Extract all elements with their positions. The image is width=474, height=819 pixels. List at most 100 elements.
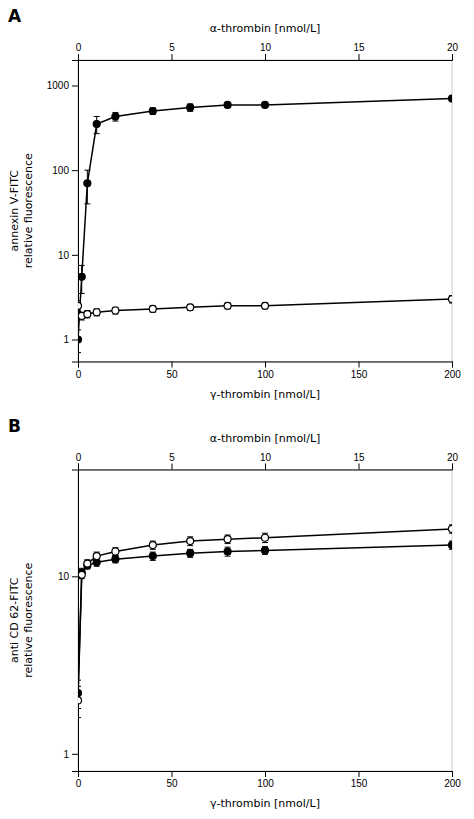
error-bar <box>112 112 118 121</box>
tick-mark <box>72 255 78 256</box>
tick: 1 <box>63 749 78 760</box>
y-axis-title: annexin V-FITCrelative fluorescence <box>8 153 35 268</box>
tick-mark <box>172 362 173 368</box>
tick: 200 <box>444 771 461 789</box>
point <box>262 302 269 309</box>
point <box>112 307 119 314</box>
point <box>112 113 119 120</box>
point <box>78 697 82 704</box>
point <box>149 305 156 312</box>
tick-mark <box>72 340 78 341</box>
panel: 050100150200051015201101001000γ-thrombin… <box>8 6 461 401</box>
y-axis-title: anti CD 62-FITCrelative fluorescence <box>8 563 35 678</box>
point <box>224 548 231 555</box>
point <box>262 547 269 554</box>
point <box>149 553 156 560</box>
error-bar <box>94 309 100 316</box>
point <box>78 302 82 309</box>
x-axis: 050100150200 <box>76 771 462 789</box>
axis-line <box>79 54 453 61</box>
error-bar <box>187 549 193 557</box>
panel-title: B <box>8 416 21 436</box>
error-bar-cap <box>78 686 81 687</box>
axis-line <box>79 362 453 368</box>
tick-label: 0 <box>76 452 82 463</box>
tick: 100 <box>257 362 274 380</box>
error-bar <box>225 303 231 309</box>
series <box>78 296 452 320</box>
tick: 200 <box>444 362 461 380</box>
error-bar <box>150 306 156 312</box>
tick-label: 10 <box>260 42 272 53</box>
tick-label: 10 <box>58 250 70 261</box>
error-bar <box>84 560 90 568</box>
error-bar <box>84 170 90 204</box>
tick-mark <box>265 771 266 777</box>
series <box>78 525 452 718</box>
point <box>449 525 453 532</box>
tick-mark <box>78 54 79 60</box>
point <box>224 302 231 309</box>
series-line <box>78 299 452 316</box>
tick-mark <box>452 362 453 368</box>
point <box>93 121 100 128</box>
tick-mark <box>72 576 78 577</box>
series <box>78 95 452 353</box>
series <box>78 541 452 708</box>
x2-axis: 05101520 <box>76 42 459 61</box>
plot-frame <box>78 470 452 772</box>
error-bar <box>225 547 231 556</box>
tick-label: 100 <box>257 778 274 789</box>
error-bar <box>112 307 118 314</box>
tick-label: 1000 <box>47 80 70 91</box>
tick: 10 <box>260 452 272 470</box>
error-bar-cap <box>262 542 268 543</box>
error-bar <box>112 556 118 563</box>
tick-label: 100 <box>257 369 274 380</box>
panel: 05010015020005101520110γ-thrombin [nmol/… <box>8 416 461 811</box>
point <box>187 538 194 545</box>
point <box>93 553 100 560</box>
error-bar <box>94 552 100 560</box>
error-bar-cap <box>79 265 85 266</box>
tick-label: 1 <box>63 749 69 760</box>
tick: 0 <box>76 362 82 380</box>
error-bar-cap <box>94 133 100 134</box>
tick: 10 <box>260 42 272 60</box>
tick-mark <box>172 771 173 777</box>
tick: 100 <box>52 165 78 176</box>
point <box>84 560 91 567</box>
error-bar <box>187 304 193 310</box>
tick: 15 <box>353 452 365 470</box>
tick-label: 5 <box>169 42 175 53</box>
error-bar-cap <box>79 293 85 294</box>
tick-label: 15 <box>353 452 365 463</box>
x2-axis-title: α-thrombin [nmol/L] <box>210 22 321 35</box>
y-axis: 1 10 100 1000 <box>47 61 79 363</box>
point <box>449 95 453 102</box>
error-bar-cap <box>187 545 193 546</box>
point <box>78 571 85 578</box>
series-line <box>78 545 452 693</box>
point <box>78 273 85 280</box>
tick: 1000 <box>47 80 78 91</box>
tick-label: 0 <box>76 778 82 789</box>
tick-mark <box>265 362 266 368</box>
error-bar-cap <box>78 329 81 330</box>
error-bar <box>78 300 81 312</box>
x2-axis: 05101520 <box>76 452 459 471</box>
tick-mark <box>265 464 266 470</box>
tick: 5 <box>169 452 175 470</box>
point <box>187 550 194 557</box>
point <box>187 104 194 111</box>
point <box>84 180 91 187</box>
plot-area: 050100150200051015201101001000γ-thrombin… <box>8 22 461 401</box>
tick: 20 <box>447 42 459 60</box>
error-bar <box>262 547 268 555</box>
tick-mark <box>172 464 173 470</box>
tick: 5 <box>169 42 175 60</box>
tick: 0 <box>76 42 82 60</box>
tick-label: 50 <box>166 369 178 380</box>
tick: 1 <box>63 334 78 345</box>
point <box>78 336 82 343</box>
